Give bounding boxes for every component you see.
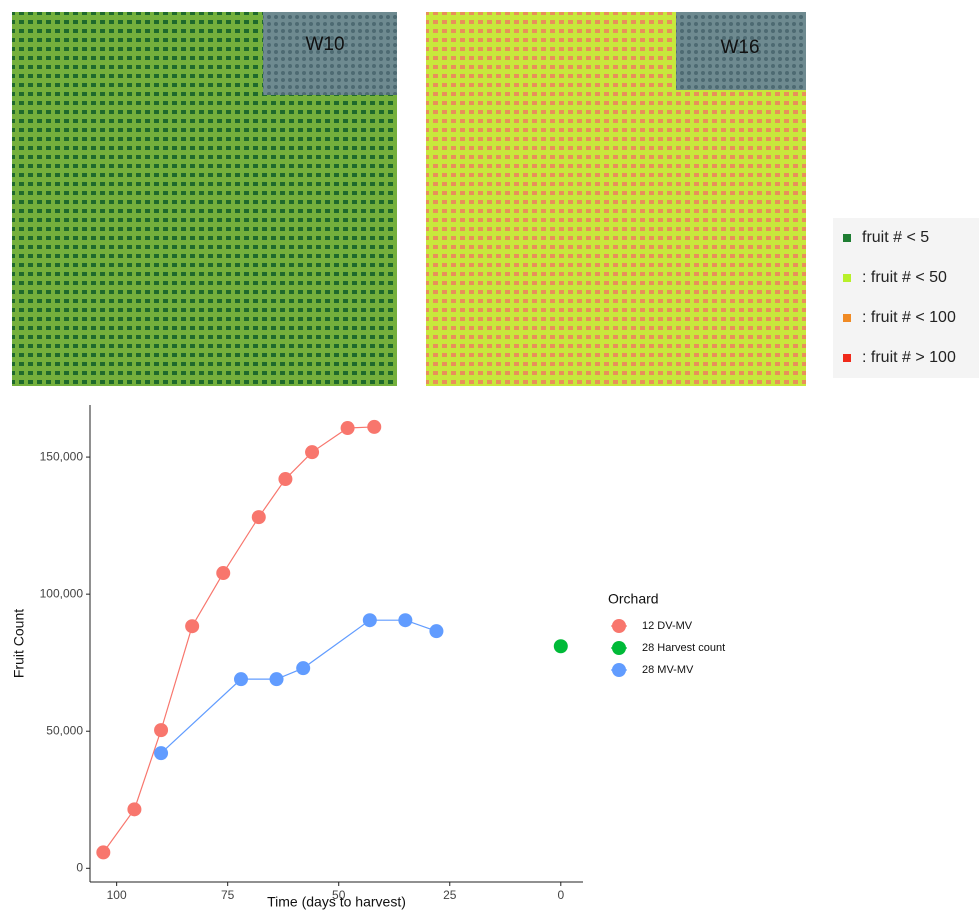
legend-swatch: [843, 314, 851, 322]
legend-label: 12 DV-MV: [642, 620, 693, 632]
x-tick-label: 50: [332, 888, 346, 902]
y-tick-label: 150,000: [40, 449, 84, 463]
legend-label: : fruit # < 50: [862, 269, 947, 286]
data-point: [296, 661, 311, 676]
legend-marker: [612, 619, 626, 633]
data-point: [362, 613, 377, 628]
data-point: [367, 419, 382, 434]
data-point: [305, 445, 320, 460]
y-tick-label: 0: [76, 860, 83, 874]
y-tick-label: 100,000: [40, 586, 84, 600]
legend-marker: [612, 663, 626, 677]
data-point: [340, 421, 355, 436]
legend-swatch: [843, 274, 851, 282]
legend-label: 28 Harvest count: [642, 642, 725, 654]
data-point: [398, 613, 413, 628]
data-point: [154, 746, 169, 761]
y-tick-label: 50,000: [46, 723, 83, 737]
data-point: [185, 619, 200, 634]
y-axis-title: Fruit Count: [11, 609, 27, 678]
aerial-image: W16: [426, 12, 806, 386]
legend-label: 28 MV-MV: [642, 664, 694, 676]
legend-label: : fruit # > 100: [862, 349, 956, 366]
series-line: [160, 619, 437, 754]
data-point: [234, 672, 249, 687]
data-point: [216, 566, 231, 581]
series-line: [102, 426, 375, 853]
data-point: [269, 672, 284, 687]
data-point: [278, 472, 293, 487]
map-legend: [833, 218, 979, 378]
legend-title: Orchard: [608, 591, 659, 607]
legend-label: : fruit # < 100: [862, 309, 956, 326]
legend-swatch: [843, 234, 851, 242]
data-point: [553, 639, 568, 654]
x-tick-label: 0: [557, 888, 564, 902]
x-tick-label: 25: [443, 888, 457, 902]
data-point: [429, 624, 444, 639]
x-axis-title: Time (days to harvest): [267, 894, 406, 910]
x-tick-label: 100: [107, 888, 127, 902]
legend-label: fruit # < 5: [862, 229, 929, 246]
panel-label: W10: [305, 34, 344, 55]
data-point: [96, 845, 111, 860]
aerial-image: W10: [12, 12, 397, 386]
x-tick-label: 75: [221, 888, 235, 902]
legend-swatch: [843, 354, 851, 362]
data-point: [154, 723, 169, 738]
data-point: [251, 510, 266, 525]
panel-label: W16: [720, 37, 759, 58]
data-point: [127, 802, 142, 817]
legend-marker: [612, 641, 626, 655]
